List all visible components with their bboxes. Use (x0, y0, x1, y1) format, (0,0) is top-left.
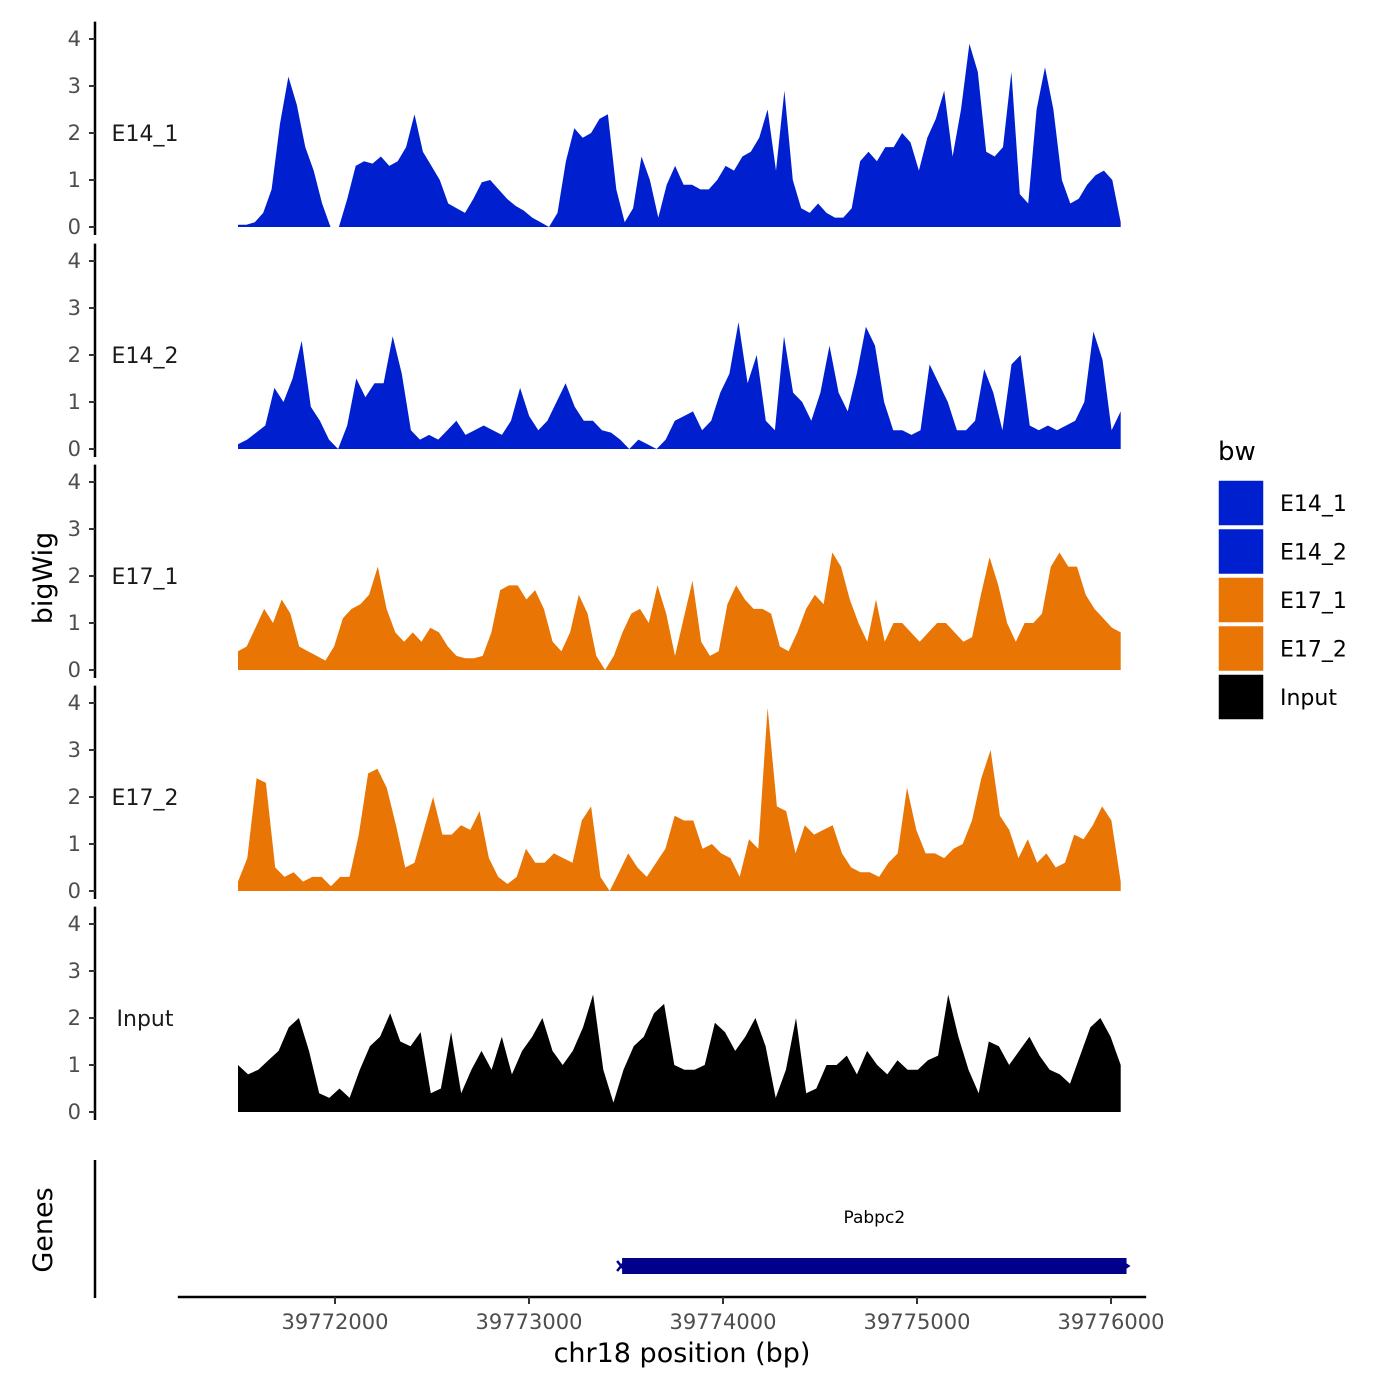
x-axis: 39772000 39773000 39774000 39775000 39776000 (177, 1295, 1165, 1334)
gene-label: Pabpc2 (843, 1208, 905, 1228)
y-tick-label: 3 (68, 74, 81, 98)
genes-axis-title: Genes (28, 1187, 59, 1272)
gene-Pabpc2: Pabpc2 (616, 1208, 1131, 1274)
y-tick-label: 3 (68, 296, 81, 320)
legend-item: E14_2 (1217, 527, 1347, 576)
y-tick-label: 2 (68, 1006, 81, 1030)
y-tick-label: 1 (68, 168, 81, 192)
x-tick-label: 39772000 (282, 1310, 389, 1334)
y-tick-label: 4 (68, 470, 81, 494)
y-tick-label: 4 (68, 912, 81, 936)
x-tick-label: 39774000 (670, 1310, 777, 1334)
track-E17_1: 0 1 2 3 4 E17_1 (68, 464, 1121, 682)
gene-strand-mark (616, 1260, 627, 1272)
legend-item: E17_2 (1217, 624, 1347, 673)
y-tick-label: 2 (68, 564, 81, 588)
track-E14_1: 0 1 2 3 4 E14_1 (68, 21, 1121, 239)
track-label: E14_2 (112, 344, 179, 369)
track-label: Input (117, 1007, 174, 1032)
y-tick-label: 4 (68, 27, 81, 51)
genes-panel: Pabpc2 (93, 1160, 1131, 1298)
y-tick-label: 0 (68, 879, 81, 903)
y-tick-label: 0 (68, 658, 81, 682)
coverage-area-E17_2 (238, 707, 1121, 891)
track-Input: 0 1 2 3 4 Input (68, 906, 1121, 1124)
track-label: E17_2 (112, 786, 179, 811)
y-tick-label: 3 (68, 517, 81, 541)
y-tick-label: 0 (68, 215, 81, 239)
track-label: E14_1 (112, 122, 179, 147)
legend-swatch (1217, 673, 1265, 721)
y-tick-label: 2 (68, 343, 81, 367)
gene-body (622, 1258, 1127, 1274)
coverage-area-E14_1 (238, 43, 1121, 228)
legend-label: E17_2 (1280, 638, 1347, 663)
legend-swatch (1217, 624, 1265, 673)
gene-end-mark (1124, 1262, 1131, 1270)
legend-label: E17_1 (1280, 589, 1347, 614)
y-tick-label: 2 (68, 785, 81, 809)
x-tick-label: 39776000 (1058, 1310, 1165, 1334)
y-tick-label: 0 (68, 437, 81, 461)
coverage-area-E17_1 (238, 552, 1121, 670)
y-tick-label: 1 (68, 1053, 81, 1077)
x-tick-label: 39773000 (476, 1310, 583, 1334)
y-tick-label: 4 (68, 249, 81, 273)
legend-swatch (1217, 479, 1265, 527)
legend-swatch (1217, 576, 1265, 624)
legend-item: Input (1217, 673, 1337, 721)
y-tick-label: 1 (68, 611, 81, 635)
legend-label: E14_1 (1280, 492, 1347, 517)
y-tick-label: 4 (68, 691, 81, 715)
legend-item: E14_1 (1217, 479, 1347, 527)
y-tick-label: 1 (68, 390, 81, 414)
legend-label: Input (1280, 686, 1337, 711)
y-tick-label: 1 (68, 832, 81, 856)
legend-title: bw (1218, 437, 1256, 467)
y-tick-label: 3 (68, 959, 81, 983)
track-E14_2: 0 1 2 3 4 E14_2 (68, 243, 1121, 461)
x-tick-label: 39775000 (864, 1310, 971, 1334)
track-label: E17_1 (112, 565, 179, 590)
coverage-tracks: 0 1 2 3 4 E14_1 0 1 2 3 4 E14_2 0 1 2 3 4 E17_1 0 1 2 3 4 E17_2… (68, 21, 1121, 1124)
coverage-area-Input (238, 994, 1121, 1112)
legend-label: E14_2 (1280, 541, 1347, 566)
y-tick-label: 3 (68, 738, 81, 762)
x-axis-title: chr18 position (bp) (554, 1338, 811, 1369)
y-tick-label: 0 (68, 1100, 81, 1124)
y-tick-label: 2 (68, 121, 81, 145)
coverage-area-E14_2 (238, 322, 1121, 449)
track-E17_2: 0 1 2 3 4 E17_2 (68, 685, 1121, 903)
legend: bw E14_1 E14_2 E17_1 E17_2 Input (1217, 437, 1347, 721)
legend-item: E17_1 (1217, 576, 1347, 624)
legend-swatch (1217, 527, 1265, 576)
y-axis-title: bigWig (28, 532, 59, 625)
